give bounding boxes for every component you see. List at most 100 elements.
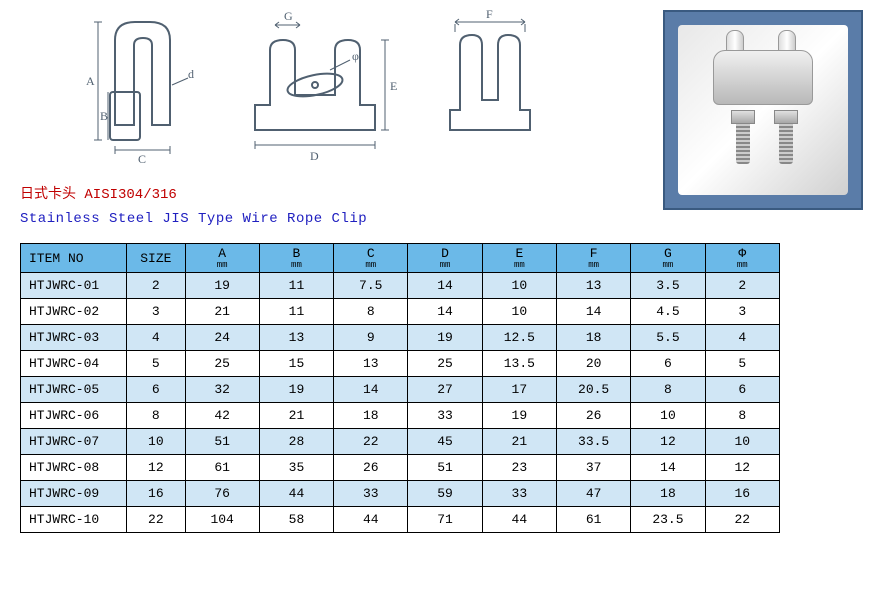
th-item-no: ITEM NO [21, 244, 127, 273]
cell-size: 8 [127, 403, 185, 429]
table-row: HTJWRC-08126135265123371412 [21, 455, 780, 481]
dim-label-D: D [310, 149, 319, 163]
cell-D: 59 [408, 481, 482, 507]
cell-D: 33 [408, 403, 482, 429]
table-row: HTJWRC-09167644335933471816 [21, 481, 780, 507]
cell-item: HTJWRC-05 [21, 377, 127, 403]
th-C: Cmm [334, 244, 408, 273]
dim-label-phi: φ [352, 49, 359, 63]
table-row: HTJWRC-034241391912.5185.54 [21, 325, 780, 351]
cell-B: 44 [259, 481, 333, 507]
top-section: A B C d [0, 0, 893, 175]
cell-size: 12 [127, 455, 185, 481]
th-A: Amm [185, 244, 259, 273]
cell-D: 25 [408, 351, 482, 377]
table-header-row: ITEM NO SIZE Amm Bmm Cmm Dmm Emm Fmm Gmm… [21, 244, 780, 273]
cell-F: 20.5 [557, 377, 631, 403]
cell-phi: 12 [705, 455, 779, 481]
cell-E: 23 [482, 455, 556, 481]
cell-B: 28 [259, 429, 333, 455]
cell-F: 14 [557, 299, 631, 325]
cell-E: 21 [482, 429, 556, 455]
spec-table: ITEM NO SIZE Amm Bmm Cmm Dmm Emm Fmm Gmm… [20, 243, 780, 533]
cell-C: 22 [334, 429, 408, 455]
photo-bolt-icon [733, 110, 753, 165]
cell-A: 21 [185, 299, 259, 325]
cell-A: 42 [185, 403, 259, 429]
dim-label-A: A [86, 74, 95, 88]
cell-phi: 6 [705, 377, 779, 403]
cell-item: HTJWRC-10 [21, 507, 127, 533]
table-row: HTJWRC-1022104584471446123.522 [21, 507, 780, 533]
cell-phi: 16 [705, 481, 779, 507]
label-english: Stainless Steel JIS Type Wire Rope Clip [20, 211, 893, 227]
cell-G: 23.5 [631, 507, 705, 533]
cell-C: 9 [334, 325, 408, 351]
th-size: SIZE [127, 244, 185, 273]
cell-B: 21 [259, 403, 333, 429]
cell-size: 16 [127, 481, 185, 507]
cell-E: 19 [482, 403, 556, 429]
th-D: Dmm [408, 244, 482, 273]
table-row: HTJWRC-0710512822452133.51210 [21, 429, 780, 455]
cell-size: 2 [127, 273, 185, 299]
cell-phi: 4 [705, 325, 779, 351]
cell-item: HTJWRC-02 [21, 299, 127, 325]
product-labels: 日式卡头 AISI304/316 Stainless Steel JIS Typ… [0, 175, 893, 235]
th-F: Fmm [557, 244, 631, 273]
cell-E: 10 [482, 299, 556, 325]
cell-G: 8 [631, 377, 705, 403]
diagram-ubolt-side: A B C d [80, 10, 200, 170]
th-E: Emm [482, 244, 556, 273]
table-row: HTJWRC-01219117.51410133.52 [21, 273, 780, 299]
cell-C: 33 [334, 481, 408, 507]
dim-label-E: E [390, 79, 397, 93]
dim-label-F: F [486, 10, 493, 21]
cell-A: 32 [185, 377, 259, 403]
cell-item: HTJWRC-01 [21, 273, 127, 299]
cell-A: 61 [185, 455, 259, 481]
table-row: HTJWRC-023211181410144.53 [21, 299, 780, 325]
cell-B: 35 [259, 455, 333, 481]
technical-diagrams: A B C d [80, 10, 550, 170]
cell-C: 44 [334, 507, 408, 533]
cell-F: 33.5 [557, 429, 631, 455]
cell-phi: 5 [705, 351, 779, 377]
table-row: HTJWRC-056321914271720.586 [21, 377, 780, 403]
cell-A: 76 [185, 481, 259, 507]
cell-C: 14 [334, 377, 408, 403]
cell-C: 26 [334, 455, 408, 481]
cell-F: 26 [557, 403, 631, 429]
cell-F: 20 [557, 351, 631, 377]
cell-E: 12.5 [482, 325, 556, 351]
cell-phi: 8 [705, 403, 779, 429]
diagram-saddle-side: F [430, 10, 550, 170]
cell-phi: 2 [705, 273, 779, 299]
cell-B: 15 [259, 351, 333, 377]
cell-E: 33 [482, 481, 556, 507]
cell-G: 3.5 [631, 273, 705, 299]
cell-E: 10 [482, 273, 556, 299]
cell-item: HTJWRC-03 [21, 325, 127, 351]
cell-D: 14 [408, 299, 482, 325]
table-row: HTJWRC-068422118331926108 [21, 403, 780, 429]
cell-item: HTJWRC-04 [21, 351, 127, 377]
cell-B: 19 [259, 377, 333, 403]
cell-G: 12 [631, 429, 705, 455]
cell-C: 7.5 [334, 273, 408, 299]
cell-A: 24 [185, 325, 259, 351]
cell-size: 4 [127, 325, 185, 351]
product-photo [678, 25, 848, 195]
cell-phi: 10 [705, 429, 779, 455]
cell-G: 14 [631, 455, 705, 481]
cell-E: 13.5 [482, 351, 556, 377]
spec-table-container: ITEM NO SIZE Amm Bmm Cmm Dmm Emm Fmm Gmm… [0, 235, 893, 533]
dim-label-C: C [138, 152, 146, 166]
cell-D: 27 [408, 377, 482, 403]
cell-G: 6 [631, 351, 705, 377]
cell-size: 6 [127, 377, 185, 403]
cell-size: 5 [127, 351, 185, 377]
cell-B: 11 [259, 273, 333, 299]
cell-A: 19 [185, 273, 259, 299]
cell-C: 18 [334, 403, 408, 429]
